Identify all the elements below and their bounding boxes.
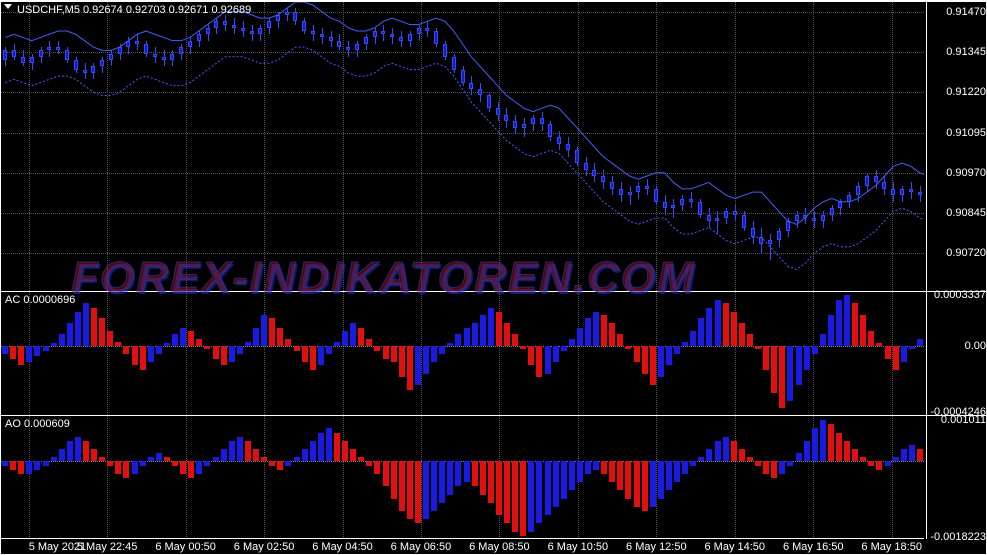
x-tick-label: 6 May 04:50 bbox=[312, 541, 373, 553]
x-tick-label: 6 May 08:50 bbox=[469, 541, 530, 553]
y-tick-label: 0.0003337 bbox=[934, 289, 986, 301]
x-tick-label: 6 May 12:50 bbox=[626, 541, 687, 553]
y-tick-label: 0.91470 bbox=[946, 6, 986, 18]
x-tick-label: 6 May 16:50 bbox=[783, 541, 844, 553]
main-price-panel: 0.91470 0.91345 0.91220 0.91095 0.90970 0.908… bbox=[1, 1, 987, 291]
ao-chart-area[interactable] bbox=[1, 416, 924, 539]
main-y-axis: 0.91470 0.91345 0.91220 0.91095 0.90970 0.908… bbox=[926, 2, 987, 291]
ac-chart-area[interactable] bbox=[1, 292, 924, 415]
ao-panel-label: AO 0.000609 bbox=[5, 418, 70, 430]
y-tick-label: 0.91095 bbox=[946, 127, 986, 139]
y-tick-label: 0.90720 bbox=[946, 247, 986, 259]
y-tick-label: 0.91220 bbox=[946, 86, 986, 98]
main-panel-label: USDCHF,M5 0.92674 0.92703 0.92671 0.9268… bbox=[17, 4, 251, 16]
ac-panel-label: AC 0.0000696 bbox=[5, 294, 75, 306]
y-tick-label: 0.91345 bbox=[946, 46, 986, 58]
ao-indicator-panel: 0.001011-0.0018223 AO 0.000609 bbox=[1, 415, 987, 539]
x-tick-label: 6 May 18:50 bbox=[861, 541, 922, 553]
x-tick-label: 6 May 10:50 bbox=[548, 541, 609, 553]
x-tick-label: 6 May 02:50 bbox=[234, 541, 295, 553]
y-tick-label: -0.0018223 bbox=[930, 531, 986, 543]
x-tick-label: 6 May 14:50 bbox=[705, 541, 766, 553]
main-chart-area[interactable] bbox=[1, 2, 924, 291]
y-tick-label: 0.90845 bbox=[946, 207, 986, 219]
y-tick-label: 0.001011 bbox=[941, 414, 986, 426]
x-axis: 5 May 20215 May 22:456 May 00:506 May 02… bbox=[1, 538, 924, 554]
chart-menu-arrow[interactable] bbox=[4, 4, 12, 9]
y-tick-label: 0.90970 bbox=[946, 167, 986, 179]
y-tick-label: 0.00 bbox=[965, 340, 986, 352]
x-tick-label: 6 May 00:50 bbox=[155, 541, 216, 553]
x-tick-label: 5 May 22:45 bbox=[77, 541, 138, 553]
ao-y-axis: 0.001011-0.0018223 bbox=[926, 416, 987, 539]
ac-y-axis: 0.00033370.00-0.0004246 bbox=[926, 292, 987, 415]
x-tick-label: 6 May 06:50 bbox=[391, 541, 452, 553]
ac-indicator-panel: 0.00033370.00-0.0004246 AC 0.0000696 bbox=[1, 291, 987, 415]
